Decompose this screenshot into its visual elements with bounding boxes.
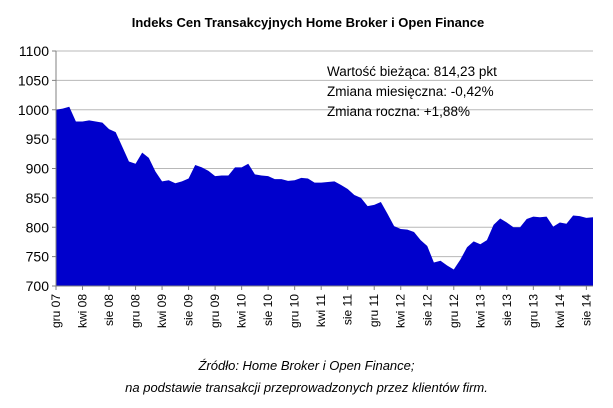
x-tick-label: sie 14	[579, 294, 593, 326]
x-tick-labels: gru 07 kwi 08 sie 08 gru 08 kwi 09 sie 09 gru …	[49, 294, 593, 328]
y-tick-label: 700	[26, 278, 50, 294]
source-caption-line-2: na podstawie transakcji przeprowadzonych…	[125, 380, 488, 395]
y-tick-label: 1000	[18, 102, 49, 118]
x-tick-label: gru 08	[129, 294, 143, 328]
y-tick-label: 950	[26, 131, 50, 147]
x-tick-label: sie 08	[102, 294, 116, 326]
y-tick-label: 850	[26, 190, 50, 206]
x-tick-label: gru 12	[447, 294, 461, 328]
x-tick-label: gru 13	[526, 294, 540, 328]
y-tick-label: 900	[26, 161, 50, 177]
x-tick-label: gru 11	[367, 294, 381, 327]
chart-title: Indeks Cen Transakcyjnych Home Broker i …	[132, 15, 485, 30]
y-tick-label: 1100	[19, 43, 49, 59]
x-tick-label: sie 13	[500, 294, 514, 326]
x-tick-label: kwi 11	[314, 294, 328, 327]
x-tick-label: kwi 14	[553, 294, 567, 328]
x-tick-label: gru 07	[49, 294, 63, 328]
axes	[52, 50, 593, 290]
y-tick-label: 1050	[18, 72, 49, 88]
x-tick-label: kwi 10	[235, 294, 249, 328]
area-layer	[56, 106, 593, 286]
y-tick-label: 750	[26, 249, 50, 265]
x-tick-label: sie 11	[341, 294, 355, 325]
y-tick-labels: 700 750 800 850 900 950 1000 1050 1100	[18, 43, 49, 294]
annotation-monthly-change: Zmiana miesięczna: -0,42%	[327, 84, 494, 99]
annotation-current-value: Wartość bieżąca: 814,23 pkt	[327, 64, 497, 79]
annotation-yearly-change: Zmiana roczna: +1,88%	[327, 104, 470, 119]
x-tick-label: gru 10	[288, 294, 302, 328]
source-caption-line-1: Źródło: Home Broker i Open Finance;	[198, 358, 415, 373]
annotation-box: Wartość bieżąca: 814,23 pkt Zmiana miesi…	[327, 64, 497, 119]
x-tick-label: kwi 08	[76, 294, 90, 328]
y-tick-label: 800	[26, 219, 50, 235]
x-tick-label: gru 09	[208, 294, 222, 328]
series-area	[56, 106, 593, 286]
x-tick-label: sie 09	[182, 294, 196, 326]
x-tick-label: sie 12	[420, 294, 434, 326]
x-tick-label: kwi 09	[155, 294, 169, 328]
x-tick-label: sie 10	[261, 294, 275, 326]
x-tick-label: kwi 12	[394, 294, 408, 328]
x-tick-label: kwi 13	[473, 294, 487, 328]
